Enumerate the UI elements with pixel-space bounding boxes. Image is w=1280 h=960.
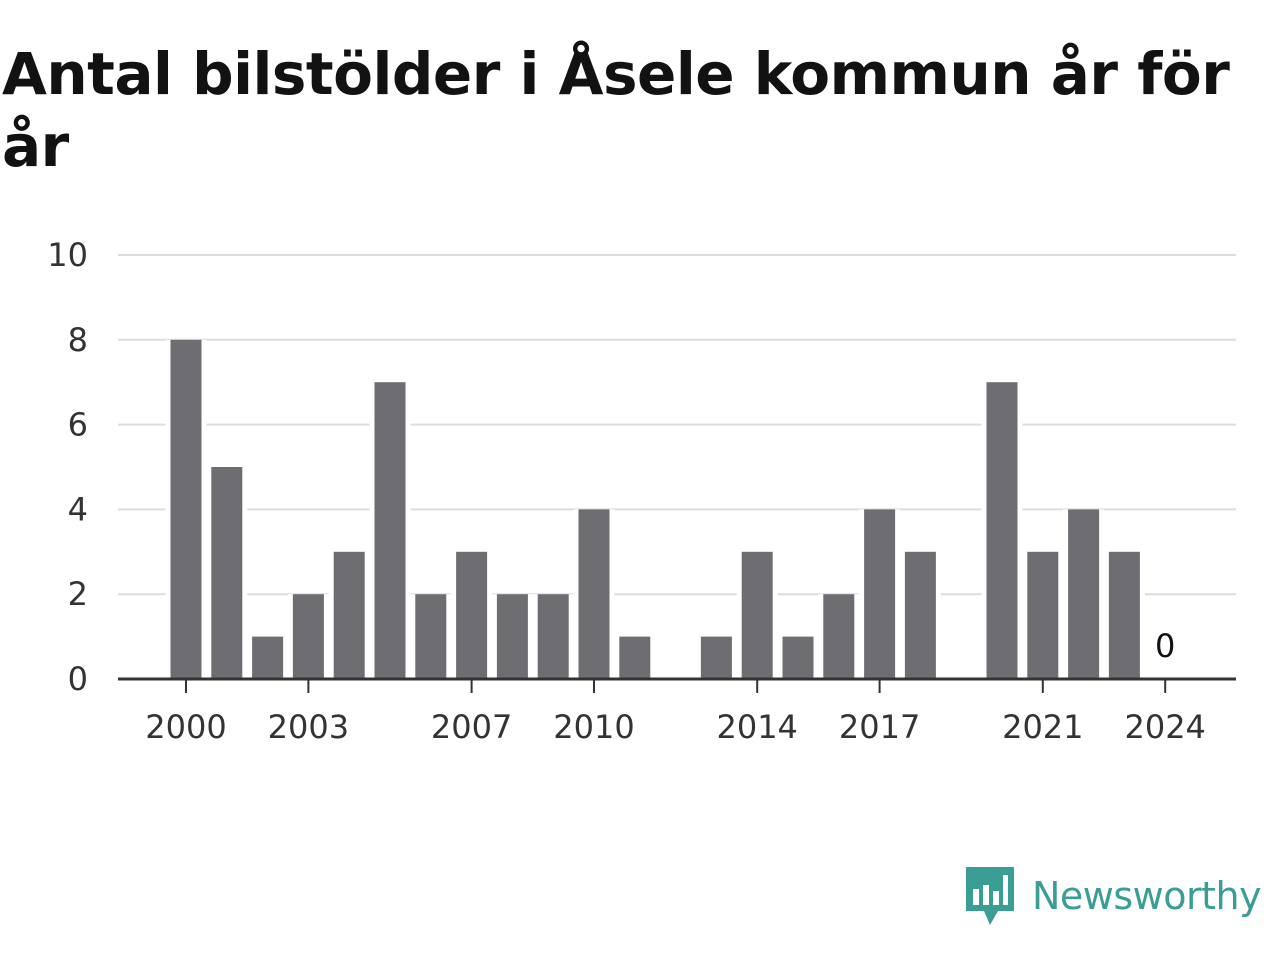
bar-2000 [170,339,202,679]
bar-2002 [252,636,284,679]
bar-2022 [1068,509,1100,679]
bar-2007 [456,551,488,679]
bars [170,339,1140,679]
bar-2010 [578,509,610,679]
bar-chart: 0 2 4 6 8 10 2000 2003 2007 2010 2014 2017 2021 2024… [47,236,1236,746]
x-tick-label: 2014 [716,708,797,746]
bar-2016 [823,594,855,679]
x-tick-label: 2003 [268,708,349,746]
y-tick-label: 8 [68,321,88,359]
brand-name: Newsworthy [1032,874,1262,918]
bar-2008 [496,594,528,679]
bar-2021 [1027,551,1059,679]
y-tick-label: 0 [68,660,88,698]
bar-2009 [537,594,569,679]
x-tick-label: 2000 [145,708,226,746]
bar-2018 [904,551,936,679]
bar-2003 [292,594,324,679]
x-tick-label: 2007 [431,708,512,746]
x-tick-label: 2024 [1124,708,1205,746]
bar-2001 [211,467,243,679]
bar-2006 [415,594,447,679]
y-tick-label: 4 [68,490,88,528]
y-axis-ticks: 0 2 4 6 8 10 [47,236,88,698]
bar-2011 [619,636,651,679]
bar-2023 [1108,551,1140,679]
x-axis: 2000 2003 2007 2010 2014 2017 2021 2024 [118,677,1236,746]
y-tick-label: 2 [68,575,88,613]
data-labels: 0 [1155,627,1175,665]
bar-2017 [864,509,896,679]
x-tick-label: 2010 [553,708,634,746]
bar-2015 [782,636,814,679]
data-label: 0 [1155,627,1175,665]
x-tick-label: 2021 [1002,708,1083,746]
x-tick-label: 2017 [839,708,920,746]
y-tick-label: 10 [47,236,88,274]
bar-2013 [700,636,732,679]
bar-2014 [741,551,773,679]
y-tick-label: 6 [68,406,88,444]
newsworthy-logo-icon [966,867,1014,925]
brand-logo: Newsworthy [964,864,1262,928]
bar-2020 [986,382,1018,679]
bar-2004 [333,551,365,679]
chart-title: Antal bilstölder i Åsele kommun år för å… [2,40,1230,180]
bar-2005 [374,382,406,679]
